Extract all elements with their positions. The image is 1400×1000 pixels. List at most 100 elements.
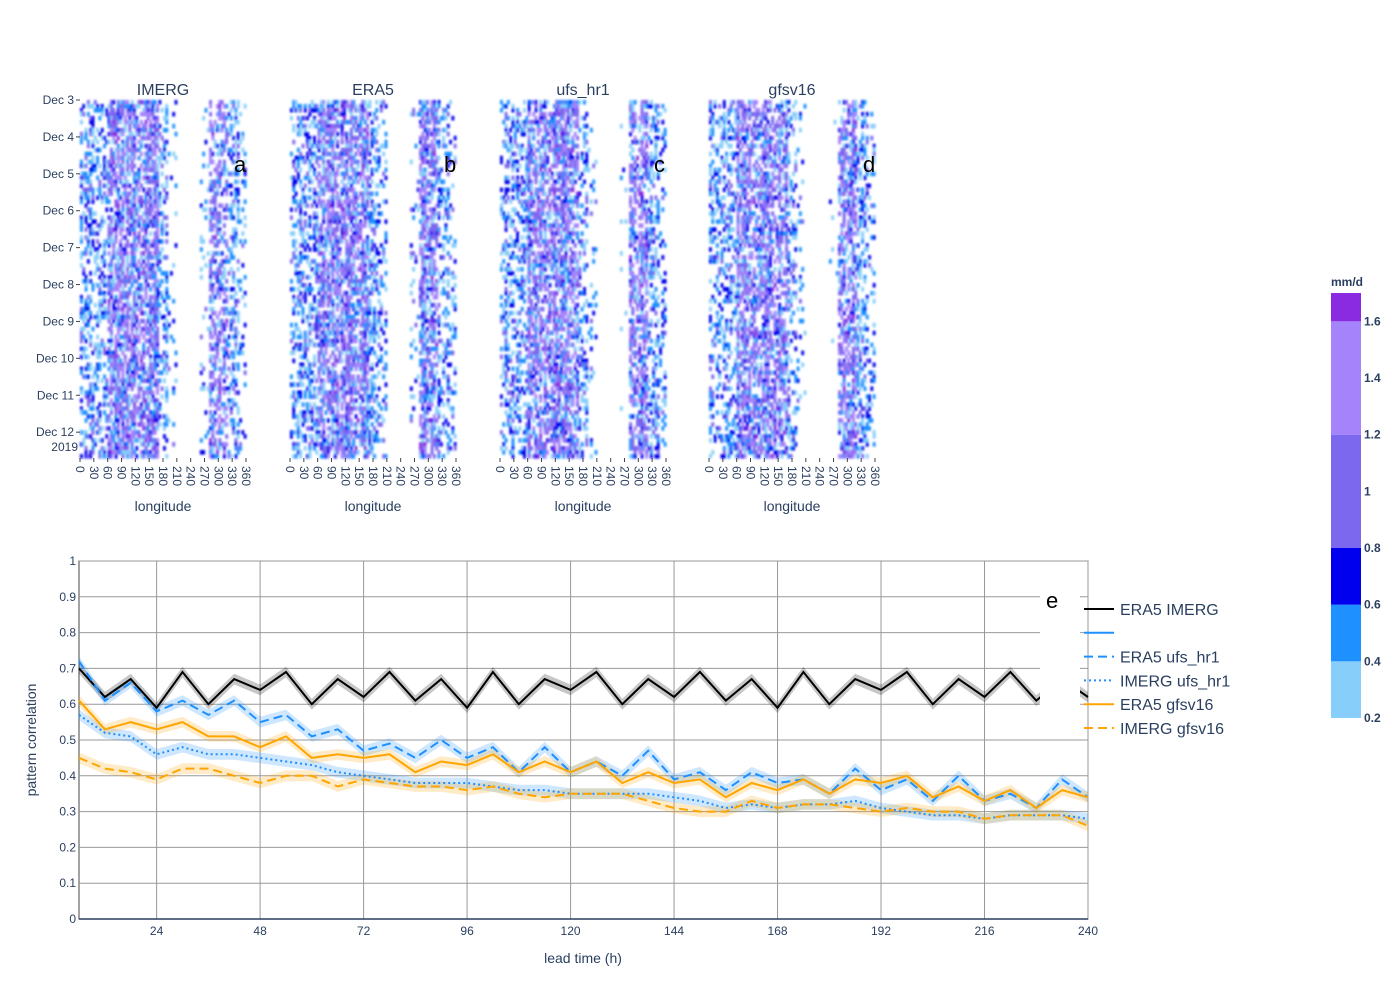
heatmap-cell bbox=[234, 235, 238, 240]
heatmap-cell bbox=[361, 183, 365, 189]
heatmap-cell bbox=[368, 267, 372, 272]
heatmap-cell bbox=[220, 430, 224, 435]
heatmap-cell bbox=[419, 298, 423, 304]
heatmap-cell bbox=[326, 151, 330, 157]
heatmap-cell bbox=[218, 203, 222, 208]
heatmap-cell bbox=[296, 171, 300, 177]
heatmap-cell bbox=[366, 247, 369, 252]
heatmap-cell bbox=[160, 163, 164, 169]
heatmap-cell bbox=[366, 386, 369, 391]
heatmap-cell bbox=[133, 310, 136, 316]
heatmap-cell bbox=[296, 394, 300, 399]
heatmap-cell bbox=[123, 302, 127, 308]
heatmap-cell bbox=[375, 223, 379, 228]
heatmap-cell bbox=[308, 442, 312, 447]
heatmap-cell bbox=[116, 322, 120, 328]
heatmap-cell bbox=[128, 362, 132, 368]
heatmap-cell bbox=[135, 306, 139, 312]
heatmap-cell bbox=[322, 163, 326, 169]
heatmap-cell bbox=[165, 127, 169, 133]
heatmap-cell bbox=[126, 143, 130, 149]
heatmap-cell bbox=[218, 386, 222, 391]
heatmap-cell bbox=[338, 446, 342, 451]
heatmap-cell bbox=[347, 386, 351, 391]
heatmap-cell bbox=[319, 107, 323, 113]
heatmap-cell bbox=[123, 123, 127, 129]
heatmap-cell bbox=[107, 279, 111, 284]
heatmap-cell bbox=[333, 414, 337, 419]
heatmap-cell bbox=[209, 267, 213, 272]
heatmap-cell bbox=[213, 310, 217, 316]
heatmap-cell bbox=[105, 306, 109, 312]
heatmap-cell bbox=[204, 199, 208, 205]
heatmap-cell bbox=[86, 354, 90, 360]
heatmap-cell bbox=[114, 211, 118, 216]
heatmap-cell bbox=[359, 279, 363, 284]
heatmap-cell bbox=[317, 406, 321, 411]
heatmap-cell bbox=[130, 374, 134, 380]
heatmap-cell bbox=[130, 139, 134, 145]
heatmap-cell bbox=[428, 215, 432, 220]
heatmap-cell bbox=[114, 267, 118, 272]
heatmap-cell bbox=[130, 199, 134, 205]
heatmap-cell bbox=[133, 338, 136, 344]
heatmap-cell bbox=[428, 143, 432, 149]
heatmap-cell bbox=[363, 215, 367, 220]
heatmap-cell bbox=[98, 366, 102, 372]
heatmap-cell bbox=[414, 143, 418, 149]
heatmap-cell bbox=[156, 406, 159, 411]
heatmap-cell bbox=[103, 362, 106, 368]
heatmap-cell bbox=[227, 386, 231, 391]
heatmap-cell bbox=[123, 406, 127, 411]
heatmap-cell bbox=[368, 290, 372, 296]
heatmap-cell bbox=[165, 302, 169, 308]
heatmap-cell bbox=[329, 374, 333, 380]
heatmap-cell bbox=[149, 127, 153, 133]
heatmap-cell bbox=[135, 191, 139, 197]
heatmap-cell bbox=[213, 454, 217, 459]
heatmap-cell bbox=[105, 434, 109, 439]
heatmap-cell bbox=[130, 330, 134, 336]
heatmap-cell bbox=[361, 330, 365, 336]
heatmap-cell bbox=[326, 163, 330, 169]
heatmap-cell bbox=[366, 203, 369, 208]
heatmap-cell bbox=[347, 366, 351, 372]
heatmap-cell bbox=[116, 406, 120, 411]
heatmap-cell bbox=[144, 211, 148, 216]
heatmap-cell bbox=[123, 358, 127, 364]
heatmap-cell bbox=[130, 354, 134, 360]
heatmap-cell bbox=[315, 426, 319, 431]
heatmap-cell bbox=[114, 175, 118, 181]
heatmap-cell bbox=[121, 342, 125, 348]
heatmap-cell bbox=[98, 454, 102, 459]
heatmap-cell bbox=[146, 131, 150, 137]
heatmap-cell bbox=[366, 251, 369, 256]
heatmap-cell bbox=[373, 255, 376, 260]
heatmap-cell bbox=[89, 314, 93, 320]
heatmap-cell bbox=[296, 374, 300, 380]
heatmap-cell bbox=[336, 410, 340, 415]
heatmap-cell bbox=[229, 350, 233, 356]
heatmap-cell bbox=[119, 314, 123, 320]
heatmap-cell bbox=[135, 171, 139, 177]
heatmap-cell bbox=[218, 271, 222, 276]
heatmap-cell bbox=[423, 346, 427, 352]
heatmap-cell bbox=[329, 151, 333, 157]
heatmap-cell bbox=[319, 446, 323, 451]
heatmap-cell bbox=[156, 358, 159, 364]
heatmap-cell bbox=[366, 111, 369, 117]
heatmap-cell bbox=[128, 382, 132, 387]
heatmap-cell bbox=[137, 147, 141, 153]
heatmap-cell bbox=[146, 223, 150, 228]
heatmap-cell bbox=[142, 414, 146, 419]
heatmap-cell bbox=[229, 100, 233, 105]
heatmap-cell bbox=[156, 139, 159, 145]
heatmap-cell bbox=[80, 139, 83, 145]
heatmap-cell bbox=[414, 255, 418, 260]
heatmap-cell bbox=[107, 115, 111, 121]
heatmap-cell bbox=[366, 418, 369, 423]
heatmap-cell bbox=[103, 290, 106, 296]
heatmap-cell bbox=[128, 426, 132, 431]
heatmap-cell bbox=[216, 378, 219, 384]
heatmap-cell bbox=[352, 187, 356, 193]
